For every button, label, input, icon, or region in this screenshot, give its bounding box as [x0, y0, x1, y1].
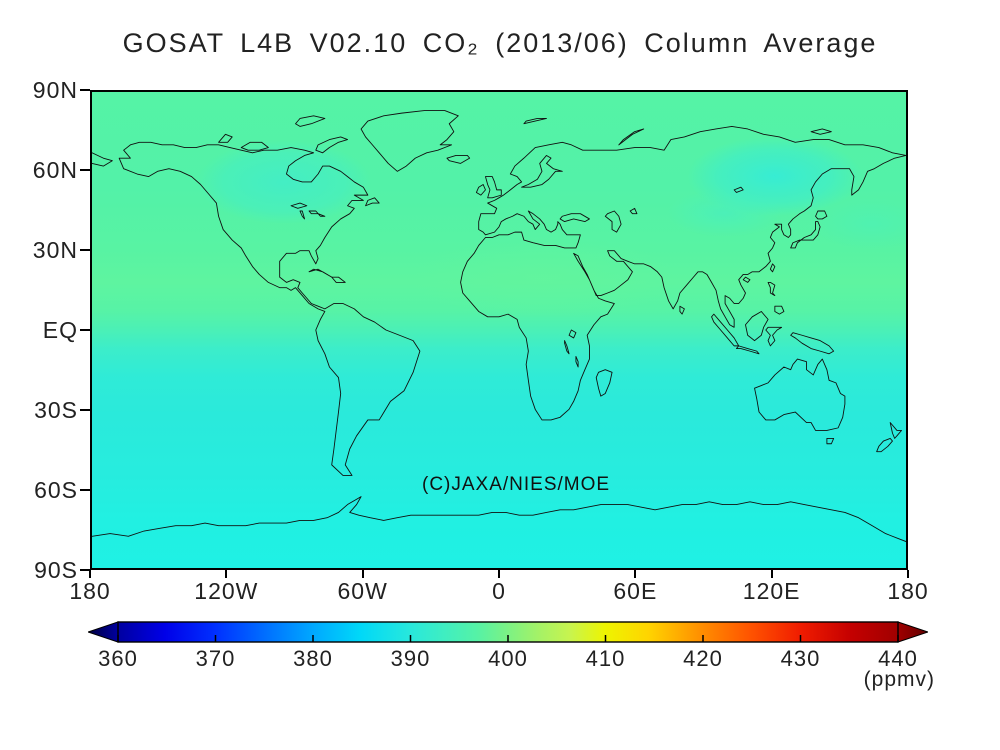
x-axis-tick — [634, 570, 637, 578]
x-axis-tick — [770, 570, 773, 578]
colorbar-tick-label: 360 — [98, 646, 138, 671]
x-axis-label: 120E — [742, 578, 801, 604]
coastline-path — [767, 281, 776, 297]
coastline-path — [735, 345, 760, 355]
x-axis-label: 120W — [194, 578, 259, 604]
coastline-path — [118, 141, 421, 476]
coastline-path — [733, 186, 744, 193]
world-map-panel: (C)JAXA/NIES/MOE — [90, 90, 908, 570]
coastline-path — [290, 202, 308, 209]
coastline-path — [774, 305, 785, 315]
coastline-path — [595, 369, 613, 397]
y-axis-tick — [80, 489, 90, 491]
coastline-path — [604, 210, 622, 233]
y-axis-label: 30S — [34, 397, 78, 423]
colorbar-tick-label: 430 — [780, 646, 821, 671]
x-axis-tick — [361, 570, 364, 578]
y-axis-label: 60S — [34, 477, 78, 503]
world-coastlines — [92, 110, 906, 542]
co2-blob-nw-pacific — [810, 198, 906, 250]
coastline-path — [485, 176, 502, 199]
copyright-label: (C)JAXA/NIES/MOE — [422, 474, 611, 495]
coastline-path — [826, 437, 835, 445]
colorbar-ticks — [117, 635, 899, 642]
coastline-path — [742, 276, 751, 283]
coastline-path — [769, 263, 776, 273]
coastline-path — [360, 110, 459, 172]
coastline-path — [308, 210, 326, 217]
coastline-path — [559, 213, 590, 223]
colorbar-tick-label: 400 — [488, 646, 528, 671]
coastline-path — [92, 152, 113, 167]
x-axis-tick — [225, 570, 228, 578]
coastline-path — [876, 437, 893, 453]
coastline-path — [745, 311, 769, 342]
y-axis-label: 90S — [34, 557, 78, 583]
colorbar-tick-label: 410 — [585, 646, 626, 671]
colorbar-tick-label: 370 — [195, 646, 236, 671]
coastline-path — [568, 329, 577, 339]
y-axis-tick — [80, 569, 90, 571]
x-axis-tick — [907, 570, 909, 578]
coastline-path — [765, 326, 783, 347]
colorbar-tick-label: 440 — [878, 646, 918, 671]
coastline-path — [790, 221, 821, 249]
x-axis-label: 0 — [492, 578, 506, 604]
coastline-path — [240, 141, 269, 151]
y-axis-tick — [80, 409, 90, 411]
coastline-path — [475, 184, 486, 196]
coastline-path — [564, 340, 570, 355]
y-axis-label: 30N — [32, 237, 78, 263]
coastline-path — [218, 133, 233, 143]
co2-high-blob-sahara — [412, 235, 676, 320]
coastline-path — [810, 128, 832, 135]
coastline-path — [365, 197, 380, 207]
y-axis-label: 60N — [32, 157, 78, 183]
plot-title: GOSAT L4B V02.10 CO₂ (2013/06) Column Av… — [122, 28, 878, 58]
coastline-path — [523, 118, 547, 125]
coastline-path — [629, 207, 638, 215]
coastline-path — [618, 128, 645, 146]
colorbar-tick-label: 380 — [293, 646, 333, 671]
coastline-path — [790, 332, 835, 355]
y-axis-tick — [80, 89, 90, 91]
coastline-path — [460, 125, 906, 421]
co2-low-blob-canada — [196, 140, 372, 224]
x-axis-label: 180 — [887, 578, 929, 604]
y-axis-tick — [80, 329, 90, 331]
co2-low-blob-mongolia — [667, 189, 783, 237]
coastline-path — [889, 422, 902, 439]
y-axis-label: EQ — [42, 317, 78, 343]
coastline-path — [711, 313, 740, 347]
coastline-path — [295, 115, 326, 127]
colorbar-right-arrow — [897, 621, 928, 643]
x-axis-label: 60W — [337, 578, 388, 604]
co2-field-map — [92, 92, 906, 568]
colorbar-tick-label: 390 — [390, 646, 431, 671]
x-axis-label: 180 — [69, 578, 111, 604]
colorbar — [88, 621, 928, 643]
coastline-path — [521, 155, 563, 188]
coastline-path — [679, 305, 685, 315]
coastline-path — [331, 276, 346, 283]
coastline-path — [92, 496, 906, 542]
coastline-path — [299, 210, 306, 220]
y-axis-tick — [80, 249, 90, 251]
colorbar-left-arrow — [88, 621, 119, 643]
coastline-path — [446, 155, 471, 164]
x-axis-label: 60E — [613, 578, 658, 604]
colorbar-tick-label: 420 — [683, 646, 723, 671]
x-axis-tick — [498, 570, 500, 578]
coastline-path — [754, 358, 846, 431]
coastline-path — [315, 136, 348, 154]
coastline-path — [575, 356, 579, 368]
colorbar-unit-label: (ppmv) — [863, 668, 935, 691]
y-axis-tick — [80, 169, 90, 171]
x-axis-tick — [89, 570, 91, 578]
y-axis-label: 90N — [32, 77, 78, 103]
coastline-path — [815, 210, 828, 220]
